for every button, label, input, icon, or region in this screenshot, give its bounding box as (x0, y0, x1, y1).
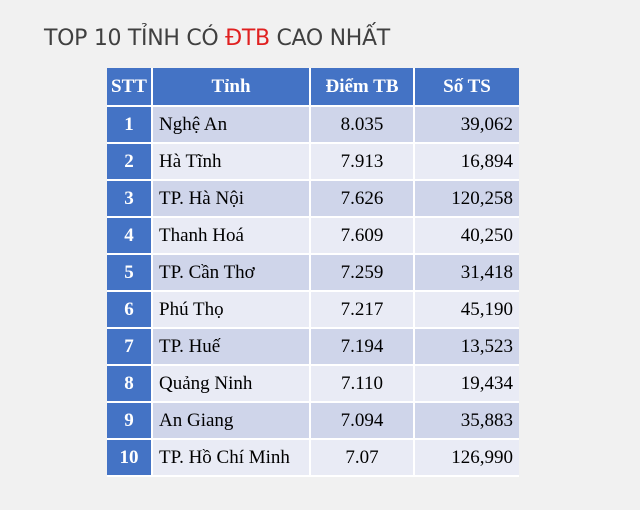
row-stt: 8 (107, 366, 153, 403)
title-prefix: TOP 10 TỈNH CÓ (44, 26, 226, 51)
row-score: 7.217 (311, 292, 415, 329)
header-province: Tỉnh (153, 68, 311, 107)
row-province: TP. Hồ Chí Minh (153, 440, 311, 477)
row-count: 16,894 (415, 144, 519, 181)
row-stt: 6 (107, 292, 153, 329)
row-count: 19,434 (415, 366, 519, 403)
title-highlight: ĐTB (225, 26, 270, 51)
row-count: 120,258 (415, 181, 519, 218)
table-row: 9 An Giang 7.094 35,883 (107, 403, 519, 440)
row-province: Phú Thọ (153, 292, 311, 329)
row-count: 13,523 (415, 329, 519, 366)
row-count: 40,250 (415, 218, 519, 255)
row-stt: 9 (107, 403, 153, 440)
row-province: Thanh Hoá (153, 218, 311, 255)
row-stt: 7 (107, 329, 153, 366)
row-stt: 1 (107, 107, 153, 144)
table-row: 6 Phú Thọ 7.217 45,190 (107, 292, 519, 329)
table-row: 1 Nghệ An 8.035 39,062 (107, 107, 519, 144)
row-count: 35,883 (415, 403, 519, 440)
row-score: 7.094 (311, 403, 415, 440)
row-count: 126,990 (415, 440, 519, 477)
row-score: 7.07 (311, 440, 415, 477)
row-score: 7.626 (311, 181, 415, 218)
row-score: 7.259 (311, 255, 415, 292)
row-score: 7.913 (311, 144, 415, 181)
table-row: 5 TP. Cần Thơ 7.259 31,418 (107, 255, 519, 292)
table-row: 10 TP. Hồ Chí Minh 7.07 126,990 (107, 440, 519, 477)
table-header-row: STT Tỉnh Điểm TB Số TS (107, 68, 519, 107)
row-province: TP. Huế (153, 329, 311, 366)
row-stt: 5 (107, 255, 153, 292)
row-province: Hà Tĩnh (153, 144, 311, 181)
row-province: An Giang (153, 403, 311, 440)
row-province: Nghệ An (153, 107, 311, 144)
slide-title: TOP 10 TỈNH CÓ ĐTB CAO NHẤT (44, 26, 390, 51)
table-row: 8 Quảng Ninh 7.110 19,434 (107, 366, 519, 403)
row-count: 39,062 (415, 107, 519, 144)
table-row: 4 Thanh Hoá 7.609 40,250 (107, 218, 519, 255)
row-score: 7.110 (311, 366, 415, 403)
row-count: 45,190 (415, 292, 519, 329)
header-stt: STT (107, 68, 153, 107)
row-score: 7.609 (311, 218, 415, 255)
row-province: TP. Hà Nội (153, 181, 311, 218)
table-row: 2 Hà Tĩnh 7.913 16,894 (107, 144, 519, 181)
row-province: Quảng Ninh (153, 366, 311, 403)
header-score: Điểm TB (311, 68, 415, 107)
row-stt: 2 (107, 144, 153, 181)
table-row: 7 TP. Huế 7.194 13,523 (107, 329, 519, 366)
header-count: Số TS (415, 68, 519, 107)
ranking-table: STT Tỉnh Điểm TB Số TS 1 Nghệ An 8.035 3… (107, 68, 519, 477)
row-stt: 4 (107, 218, 153, 255)
row-stt: 3 (107, 181, 153, 218)
row-stt: 10 (107, 440, 153, 477)
row-province: TP. Cần Thơ (153, 255, 311, 292)
row-score: 8.035 (311, 107, 415, 144)
title-suffix: CAO NHẤT (269, 26, 390, 51)
row-score: 7.194 (311, 329, 415, 366)
table-row: 3 TP. Hà Nội 7.626 120,258 (107, 181, 519, 218)
row-count: 31,418 (415, 255, 519, 292)
